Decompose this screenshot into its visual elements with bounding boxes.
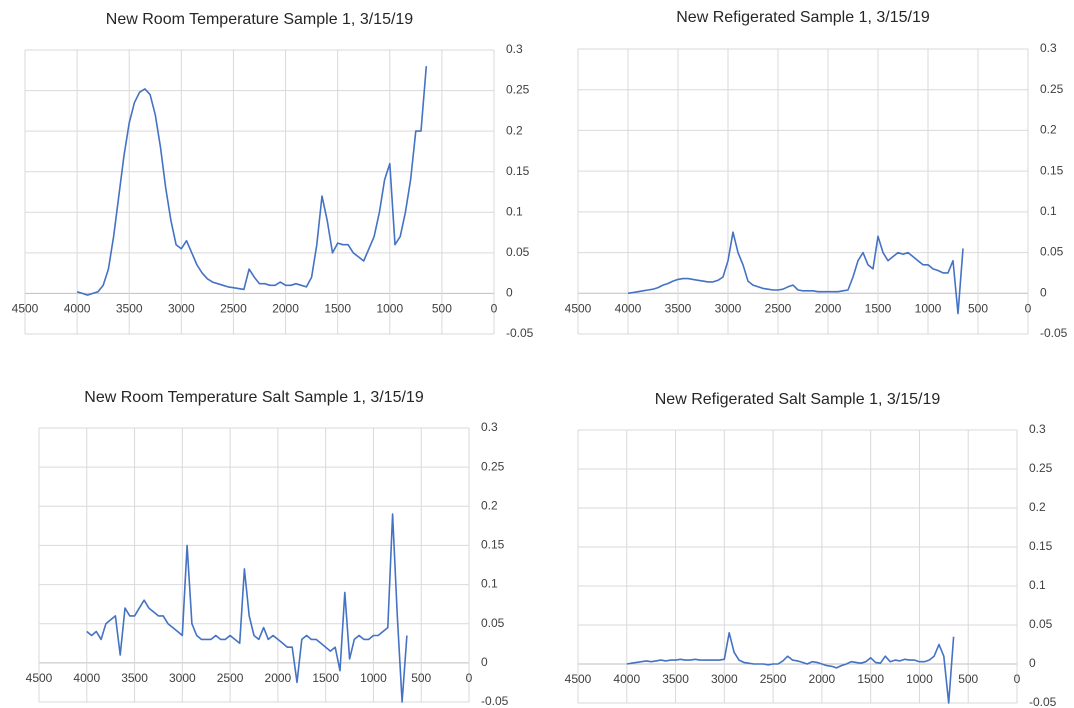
x-tick-label: 4000 (73, 671, 100, 685)
spectrum-line (626, 632, 955, 704)
y-tick-label: 0.15 (481, 538, 505, 552)
y-tick-label: 0.1 (1040, 204, 1057, 218)
y-tick-label: 0.25 (1029, 461, 1053, 475)
x-tick-label: 4500 (12, 302, 39, 316)
x-tick-label: 4500 (565, 672, 592, 686)
x-tick-label: 1000 (915, 301, 942, 315)
y-tick-label: 0 (1029, 656, 1036, 670)
x-tick-label: 2500 (765, 301, 792, 315)
y-tick-label: 0 (1040, 285, 1047, 299)
x-tick-label: 2000 (265, 671, 292, 685)
y-tick-label: 0.1 (506, 204, 523, 218)
spectrum-line (86, 513, 408, 703)
chart-title: New Refigerated Salt Sample 1, 3/15/19 (655, 391, 941, 408)
x-tick-label: 0 (466, 671, 473, 685)
y-tick-label: 0.05 (1029, 617, 1053, 631)
x-tick-label: 1500 (324, 302, 351, 316)
x-tick-label: 2000 (809, 672, 836, 686)
y-tick-label: 0.2 (1029, 500, 1046, 514)
x-tick-label: 0 (1025, 301, 1032, 315)
x-tick-label: 4500 (26, 671, 53, 685)
spectrum-line (76, 66, 428, 296)
x-tick-label: 2000 (272, 302, 299, 316)
x-tick-label: 1000 (906, 672, 933, 686)
y-tick-label: 0.3 (1040, 41, 1057, 55)
y-tick-label: 0.25 (481, 459, 505, 473)
y-tick-label: 0 (481, 655, 488, 669)
x-tick-label: 500 (411, 671, 431, 685)
y-tick-label: 0.2 (481, 498, 498, 512)
x-tick-label: 1500 (857, 672, 884, 686)
x-tick-label: 500 (432, 302, 452, 316)
chart-panel: New Refigerated Salt Sample 1, 3/15/19 0.… (565, 391, 1057, 708)
y-tick-label: 0.3 (481, 420, 498, 434)
x-tick-label: 4000 (615, 301, 642, 315)
x-tick-label: 3000 (169, 671, 196, 685)
x-tick-label: 3500 (662, 672, 689, 686)
spectrum-line (627, 231, 964, 315)
x-tick-label: 4500 (565, 301, 592, 315)
x-tick-label: 3000 (711, 672, 738, 686)
y-tick-label: 0.05 (481, 616, 505, 630)
y-tick-label: 0.15 (1029, 539, 1053, 553)
x-tick-label: 3500 (116, 302, 143, 316)
x-tick-label: 1500 (865, 301, 892, 315)
y-tick-label: 0.05 (506, 245, 530, 259)
y-tick-label: 0.2 (506, 123, 523, 137)
chart-title: New Refigerated Sample 1, 3/15/19 (676, 9, 930, 26)
chart-panel: New Room Temperature Salt Sample 1, 3/15… (26, 389, 509, 708)
y-tick-label: 0.25 (1040, 82, 1064, 96)
x-tick-label: 2000 (815, 301, 842, 315)
chart-title: New Room Temperature Sample 1, 3/15/19 (106, 11, 414, 28)
x-tick-label: 2500 (220, 302, 247, 316)
y-tick-label: 0.15 (1040, 163, 1064, 177)
y-tick-label: 0.15 (506, 164, 530, 178)
x-tick-label: 2500 (217, 671, 244, 685)
y-tick-label: -0.05 (1040, 326, 1068, 340)
y-tick-label: -0.05 (481, 694, 509, 708)
x-tick-label: 4000 (613, 672, 640, 686)
x-tick-label: 1000 (360, 671, 387, 685)
y-tick-label: -0.05 (506, 326, 534, 340)
y-tick-label: 0.25 (506, 83, 530, 97)
y-tick-label: -0.05 (1029, 695, 1057, 708)
y-tick-label: 0.3 (506, 42, 523, 56)
x-tick-label: 3000 (168, 302, 195, 316)
chart-panel: New Refigerated Sample 1, 3/15/190.30.25… (565, 9, 1068, 340)
chart-title: New Room Temperature Salt Sample 1, 3/15… (84, 389, 424, 406)
y-tick-label: 0.3 (1029, 422, 1046, 436)
chart-panel: New Room Temperature Sample 1, 3/15/19 0.… (12, 11, 534, 340)
x-tick-label: 3500 (665, 301, 692, 315)
x-tick-label: 2500 (760, 672, 787, 686)
y-tick-label: 0.1 (1029, 578, 1046, 592)
x-tick-label: 1000 (376, 302, 403, 316)
x-tick-label: 4000 (64, 302, 91, 316)
y-tick-label: 0.2 (1040, 123, 1057, 137)
x-tick-label: 0 (491, 302, 498, 316)
x-tick-label: 1500 (312, 671, 339, 685)
y-tick-label: 0.1 (481, 577, 498, 591)
x-tick-label: 0 (1014, 672, 1021, 686)
x-tick-label: 500 (958, 672, 978, 686)
x-tick-label: 3000 (715, 301, 742, 315)
x-tick-label: 3500 (121, 671, 148, 685)
y-tick-label: 0.05 (1040, 245, 1064, 259)
y-tick-label: 0 (506, 286, 513, 300)
x-tick-label: 500 (968, 301, 988, 315)
